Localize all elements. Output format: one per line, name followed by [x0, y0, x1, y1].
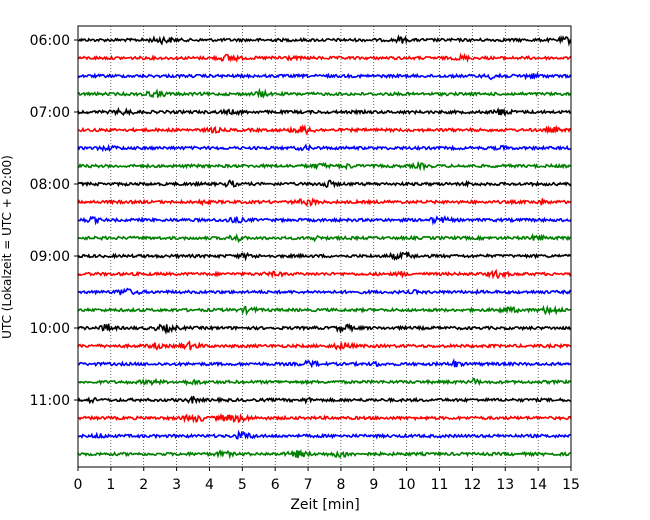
trace-0930 [77, 287, 572, 296]
x-tick-label: 3 [172, 477, 181, 493]
trace-0615 [77, 52, 572, 63]
x-tick-label: 6 [271, 477, 280, 493]
trace-0815 [77, 197, 572, 208]
x-tick-label: 0 [74, 477, 83, 493]
trace-0900 [77, 250, 572, 262]
y-tick-label: 06:00 [30, 33, 70, 49]
y-tick-label: 08:00 [30, 177, 70, 193]
trace-0915 [77, 268, 572, 280]
trace-0645 [77, 87, 572, 99]
x-tick-label: 10 [398, 477, 416, 493]
trace-1145 [77, 448, 572, 460]
x-tick-label: 12 [463, 477, 481, 493]
trace-0630 [77, 71, 572, 81]
trace-1030 [77, 357, 572, 369]
trace-0745 [77, 160, 572, 172]
x-tick-label: 1 [106, 477, 115, 493]
trace-1100 [77, 395, 571, 405]
trace-1130 [77, 429, 572, 440]
x-tick-label: 15 [562, 477, 580, 493]
y-axis-label: UTC (Lokalzeit = UTC + 02:00) [0, 155, 14, 339]
trace-0600 [77, 34, 572, 47]
trace-1045 [77, 377, 572, 387]
x-axis: 0 1 2 3 4 5 6 7 8 9 10 11 12 13 14 15 [74, 467, 580, 493]
x-tick-label: 11 [431, 477, 449, 493]
x-tick-label: 7 [304, 477, 313, 493]
trace-1015 [77, 340, 572, 351]
x-tick-label: 4 [205, 477, 214, 493]
x-tick-label: 8 [336, 477, 345, 493]
x-tick-label: 13 [496, 477, 514, 493]
trace-0945 [77, 304, 572, 317]
seismic-traces [77, 34, 572, 460]
y-tick-label: 09:00 [30, 249, 70, 265]
y-tick-label: 11:00 [30, 393, 70, 409]
trace-0845 [77, 232, 572, 244]
trace-0800 [77, 179, 572, 189]
trace-0715 [77, 123, 572, 136]
x-tick-label: 9 [369, 477, 378, 493]
y-tick-label: 10:00 [30, 321, 70, 337]
x-axis-label: Zeit [min] [290, 497, 359, 513]
trace-0830 [77, 215, 572, 226]
trace-0700 [77, 106, 572, 117]
x-tick-label: 14 [529, 477, 547, 493]
plot-frame [77, 25, 572, 468]
y-tick-label: 07:00 [30, 105, 70, 121]
x-tick-label: 2 [139, 477, 148, 493]
trace-1000 [77, 322, 572, 335]
x-tick-label: 5 [238, 477, 247, 493]
y-axis: 06:00 07:00 08:00 09:00 10:00 11:00 [30, 33, 78, 409]
trace-1115 [77, 412, 572, 424]
trace-0730 [77, 143, 572, 153]
